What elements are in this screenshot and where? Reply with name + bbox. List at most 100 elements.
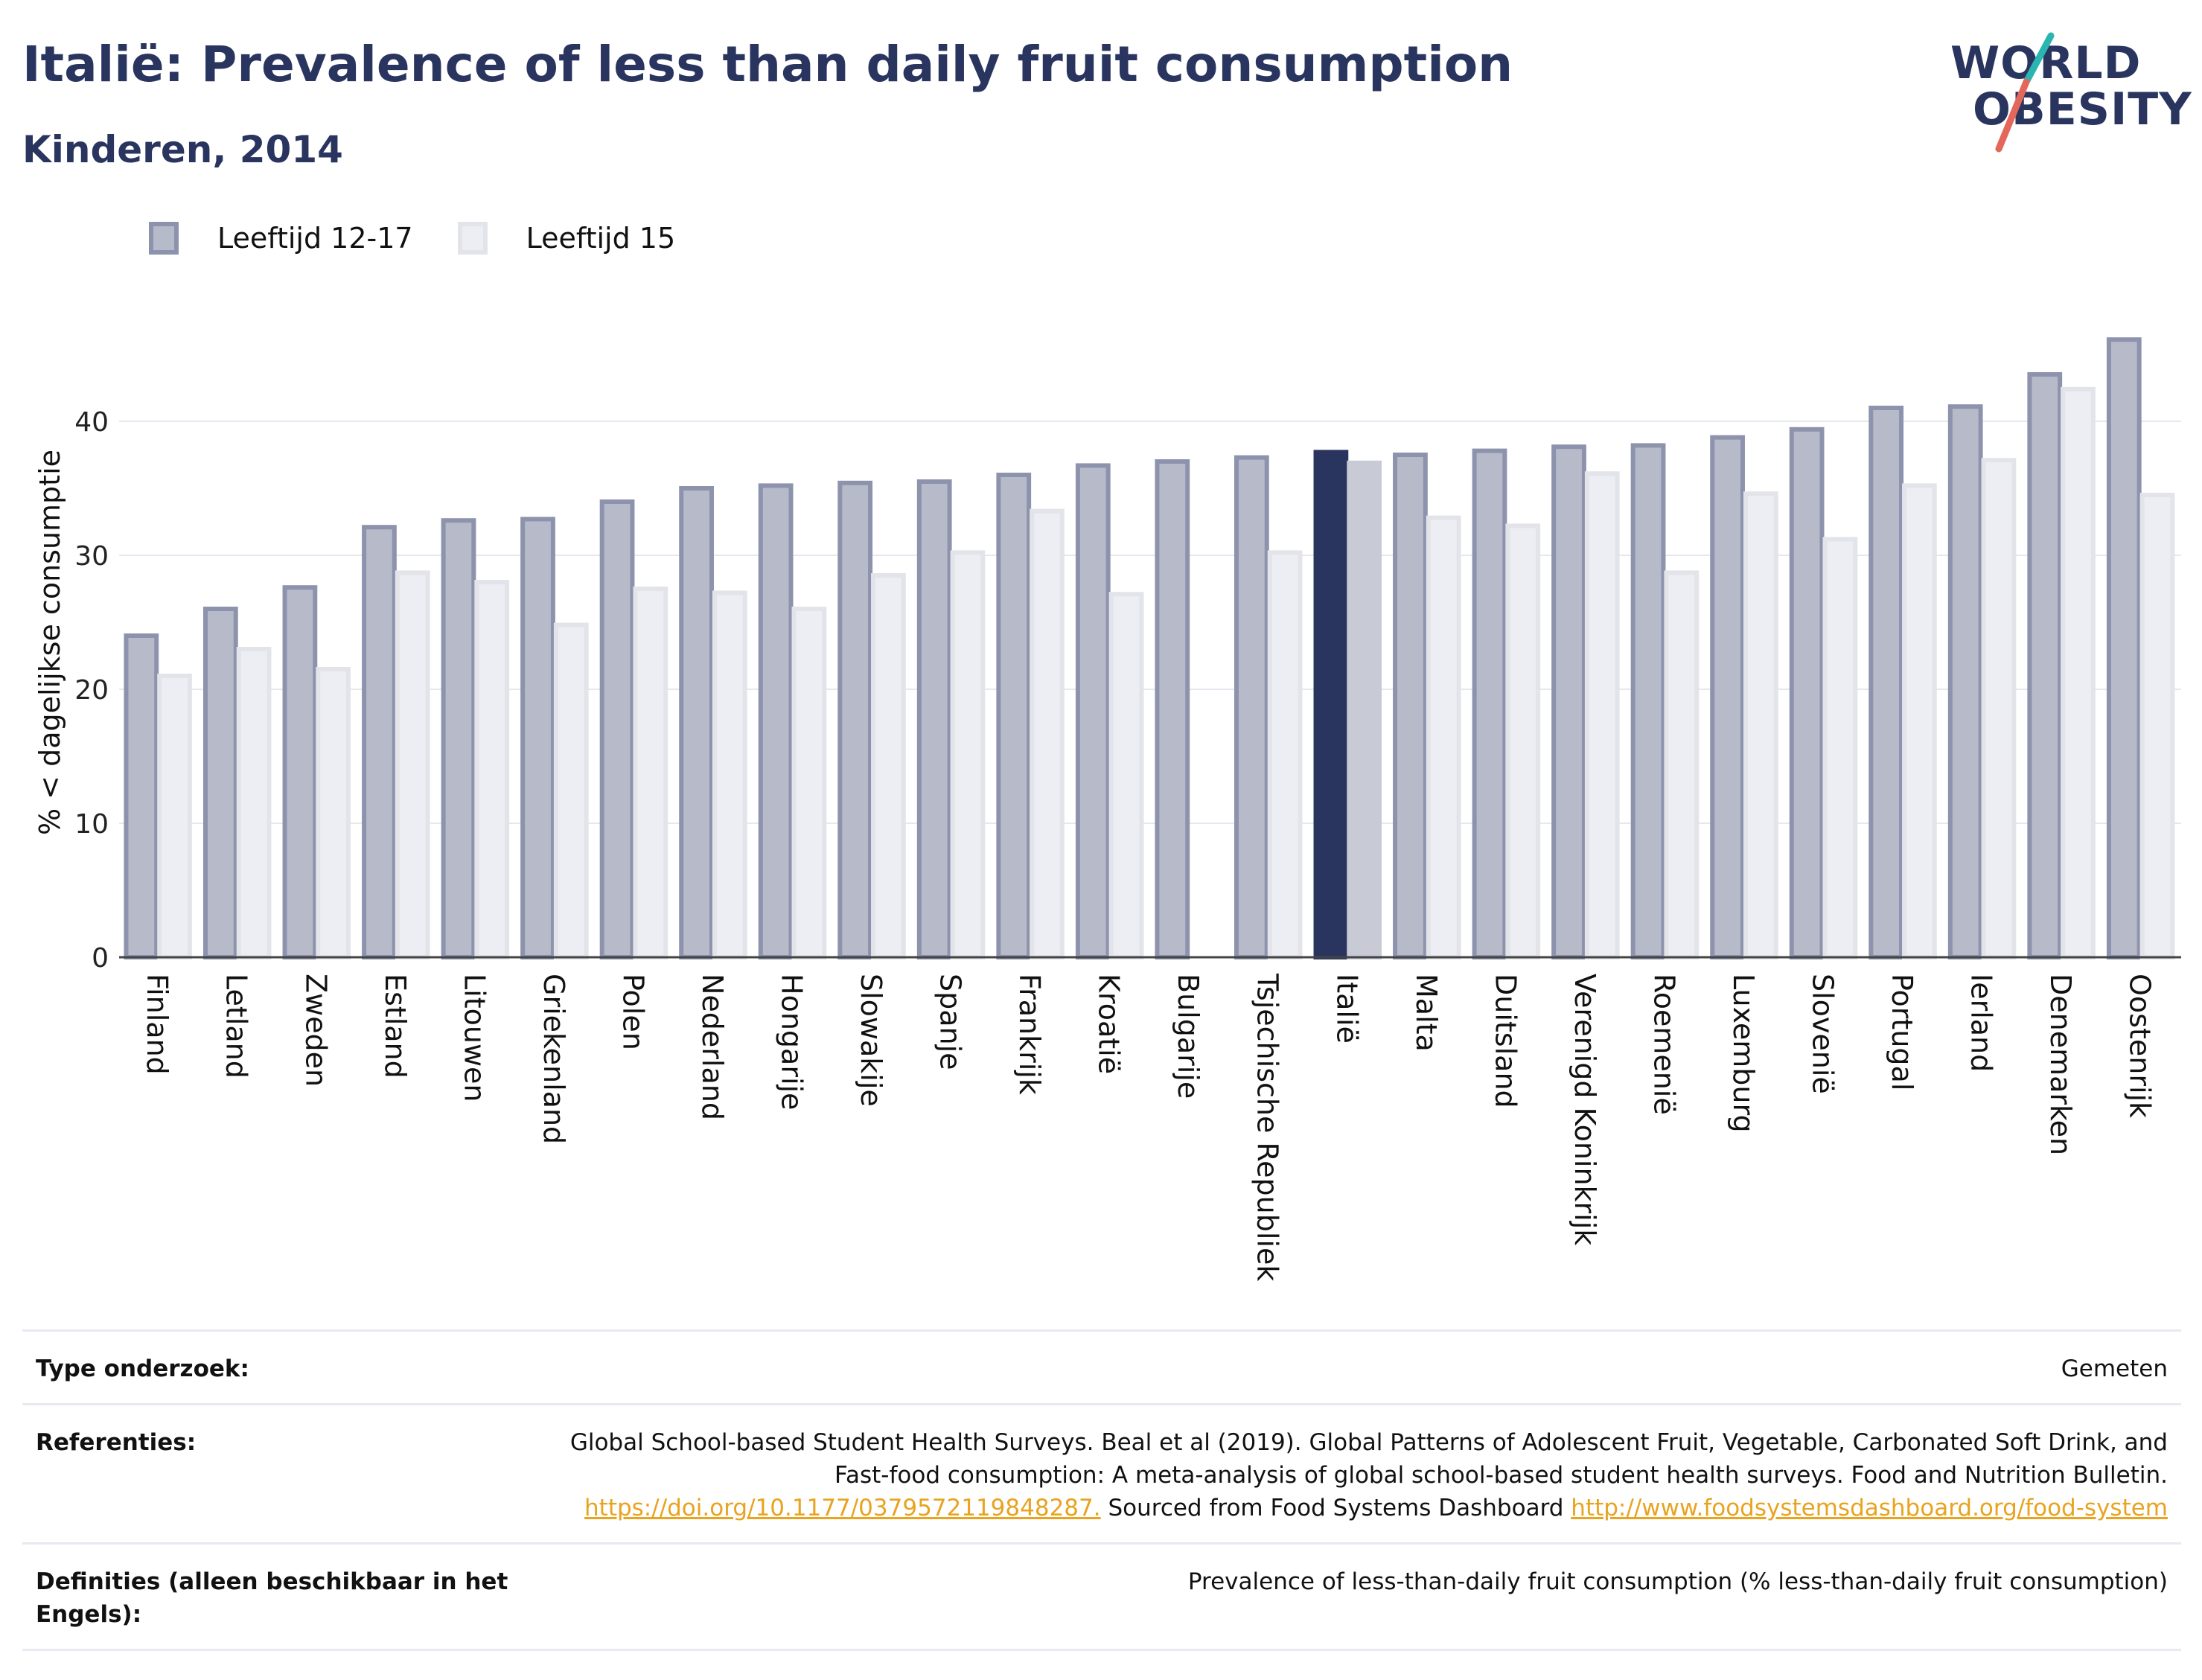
chart-subtitle: Kinderen, 2014: [22, 128, 343, 171]
x-tick-label: Roemenië: [1647, 974, 1680, 1115]
bar-age-12-17: [1075, 463, 1111, 959]
x-tick-label: Estland: [379, 974, 412, 1079]
bar-age-15: [1505, 523, 1541, 959]
x-tick-label: Kroatië: [1093, 974, 1126, 1074]
x-tick-label: Denemarken: [2044, 974, 2077, 1155]
bar-age-12-17: [1710, 435, 1745, 960]
x-tick-label: Litouwen: [458, 974, 491, 1102]
bar-age-15: [1584, 471, 1620, 959]
bar-chart: 0 10 20 30 40 % < dagelijkse consumptie Finlan…: [33, 337, 2181, 1281]
y-tick-label: 10: [74, 809, 109, 840]
x-tick-label: Nederland: [696, 974, 729, 1120]
x-tick-label: Slowakije: [855, 974, 887, 1107]
bar-age-15: [950, 550, 986, 959]
bar-age-12-17: [202, 607, 238, 959]
bar-age-15: [474, 580, 510, 959]
bar-age-12-17: [1551, 444, 1586, 959]
bar-age-15: [395, 570, 430, 959]
bar-age-15: [236, 647, 272, 959]
bar-age-12-17: [2106, 337, 2142, 959]
bar-age-12-17: [1868, 406, 1904, 959]
references-sourced: Sourced from Food Systems Dashboard: [1100, 1495, 1571, 1521]
bar-age-12-17: [441, 518, 476, 959]
x-tick-label: Verenigd Koninkrijk: [1568, 974, 1601, 1245]
bar-age-12-17: [599, 499, 635, 959]
x-tick-label: Griekenland: [537, 974, 570, 1144]
bar-age-12-17: [1234, 455, 1269, 960]
bar-age-12-17: [1393, 453, 1428, 959]
bar-age-15: [871, 573, 906, 959]
references-text: Global School-based Student Health Surve…: [569, 1429, 2168, 1489]
metadata-footer: Type onderzoek: Gemeten Referenties: Glo…: [22, 1329, 2181, 1651]
x-tick-label: Frankrijk: [1013, 974, 1046, 1095]
bar-age-15: [1030, 508, 1065, 960]
legend-swatch-series-2: [457, 222, 488, 255]
bar-age-15: [1426, 515, 1461, 960]
y-tick-label: 0: [92, 943, 109, 974]
x-tick-label: Slovenië: [1807, 974, 1839, 1094]
definitions-label: Definities (alleen beschikbaar in het En…: [36, 1568, 508, 1628]
survey-type-value: Gemeten: [2061, 1355, 2168, 1382]
x-tick-label: Polen: [616, 974, 649, 1050]
x-tick-label: Tsjechische Republiek: [1251, 973, 1284, 1281]
bar-age-12-17: [1789, 427, 1825, 960]
world-obesity-logo: WORLD OBESITY: [1943, 30, 2192, 156]
footer-row-survey-type: Type onderzoek: Gemeten: [22, 1329, 2181, 1403]
bar-age-15: [1822, 537, 1858, 959]
x-tick-label: Ierland: [1965, 974, 1998, 1072]
bar-age-12-17: [2027, 372, 2063, 959]
x-tick-label: Luxemburg: [1727, 974, 1760, 1133]
bar-age-15: [2061, 386, 2096, 960]
bar-age-12-17: [1155, 459, 1190, 959]
y-tick-label: 20: [74, 675, 109, 706]
bar-age-12-17: [837, 480, 873, 960]
bar-age-15: [712, 590, 747, 959]
bar-age-15: [1902, 483, 1937, 959]
footer-row-definitions: Definities (alleen beschikbaar in het En…: [22, 1542, 2181, 1651]
references-value: Global School-based Student Health Surve…: [530, 1426, 2168, 1524]
references-label: Referenties:: [36, 1429, 197, 1456]
x-tick-label: Bulgarije: [1172, 974, 1204, 1099]
bar-age-12-17: [996, 473, 1032, 959]
footer-row-references: Referenties: Global School-based Student…: [22, 1403, 2181, 1542]
bar-age-15: [1108, 592, 1144, 959]
bar-age-15: [1743, 491, 1778, 959]
bar-age-15: [2139, 493, 2175, 959]
doi-link[interactable]: https://doi.org/10.1177/0379572119848287…: [584, 1495, 1101, 1521]
chart-title: Italië: Prevalence of less than daily fr…: [22, 36, 1513, 93]
y-tick-label: 40: [74, 407, 109, 438]
bar-age-12-17: [1472, 448, 1507, 960]
y-tick-label: 30: [74, 541, 109, 572]
bar-age-12-17: [282, 585, 318, 959]
bar-age-15: [157, 674, 192, 959]
logo-slash-icon: [1995, 32, 2055, 153]
dashboard-link[interactable]: http://www.foodsystemsdashboard.org/food…: [1571, 1495, 2168, 1521]
survey-type-label: Type onderzoek:: [36, 1355, 249, 1382]
x-tick-label: Malta: [1410, 974, 1443, 1052]
bar-age-12-17: [1947, 404, 1983, 959]
bar-age-15: [633, 587, 668, 959]
x-tick-label: Portugal: [1886, 974, 1918, 1090]
legend-label-series-2: Leeftijd 15: [526, 222, 676, 255]
bar-age-15: [1981, 458, 2017, 959]
legend-swatch-series-1: [149, 222, 179, 255]
bar-age-12-17: [916, 479, 952, 959]
bar-age-12-17: [758, 483, 794, 959]
x-tick-label: Duitsland: [1489, 974, 1522, 1108]
chart-legend: Leeftijd 12-17 Leeftijd 15: [149, 222, 720, 255]
x-tick-label: Spanje: [934, 974, 967, 1070]
x-tick-label: Finland: [141, 974, 173, 1075]
x-tick-label: Oostenrijk: [2124, 974, 2157, 1118]
y-axis-label: % < dagelijkse consumptie: [33, 450, 66, 835]
bar-age-12-17: [124, 633, 159, 959]
definitions-value: Prevalence of less-than-daily fruit cons…: [1187, 1568, 2168, 1595]
bar-age-15: [316, 667, 351, 959]
bar-age-15: [553, 622, 589, 959]
bar-age-12-17: [362, 525, 397, 959]
x-tick-label: Italië: [1330, 974, 1363, 1044]
x-tick-label: Zweden: [299, 974, 332, 1087]
bar-age-15: [1347, 460, 1382, 960]
bar-age-12-17: [520, 517, 555, 959]
legend-label-series-1: Leeftijd 12-17: [217, 222, 413, 255]
x-tick-label: Letland: [220, 974, 253, 1079]
